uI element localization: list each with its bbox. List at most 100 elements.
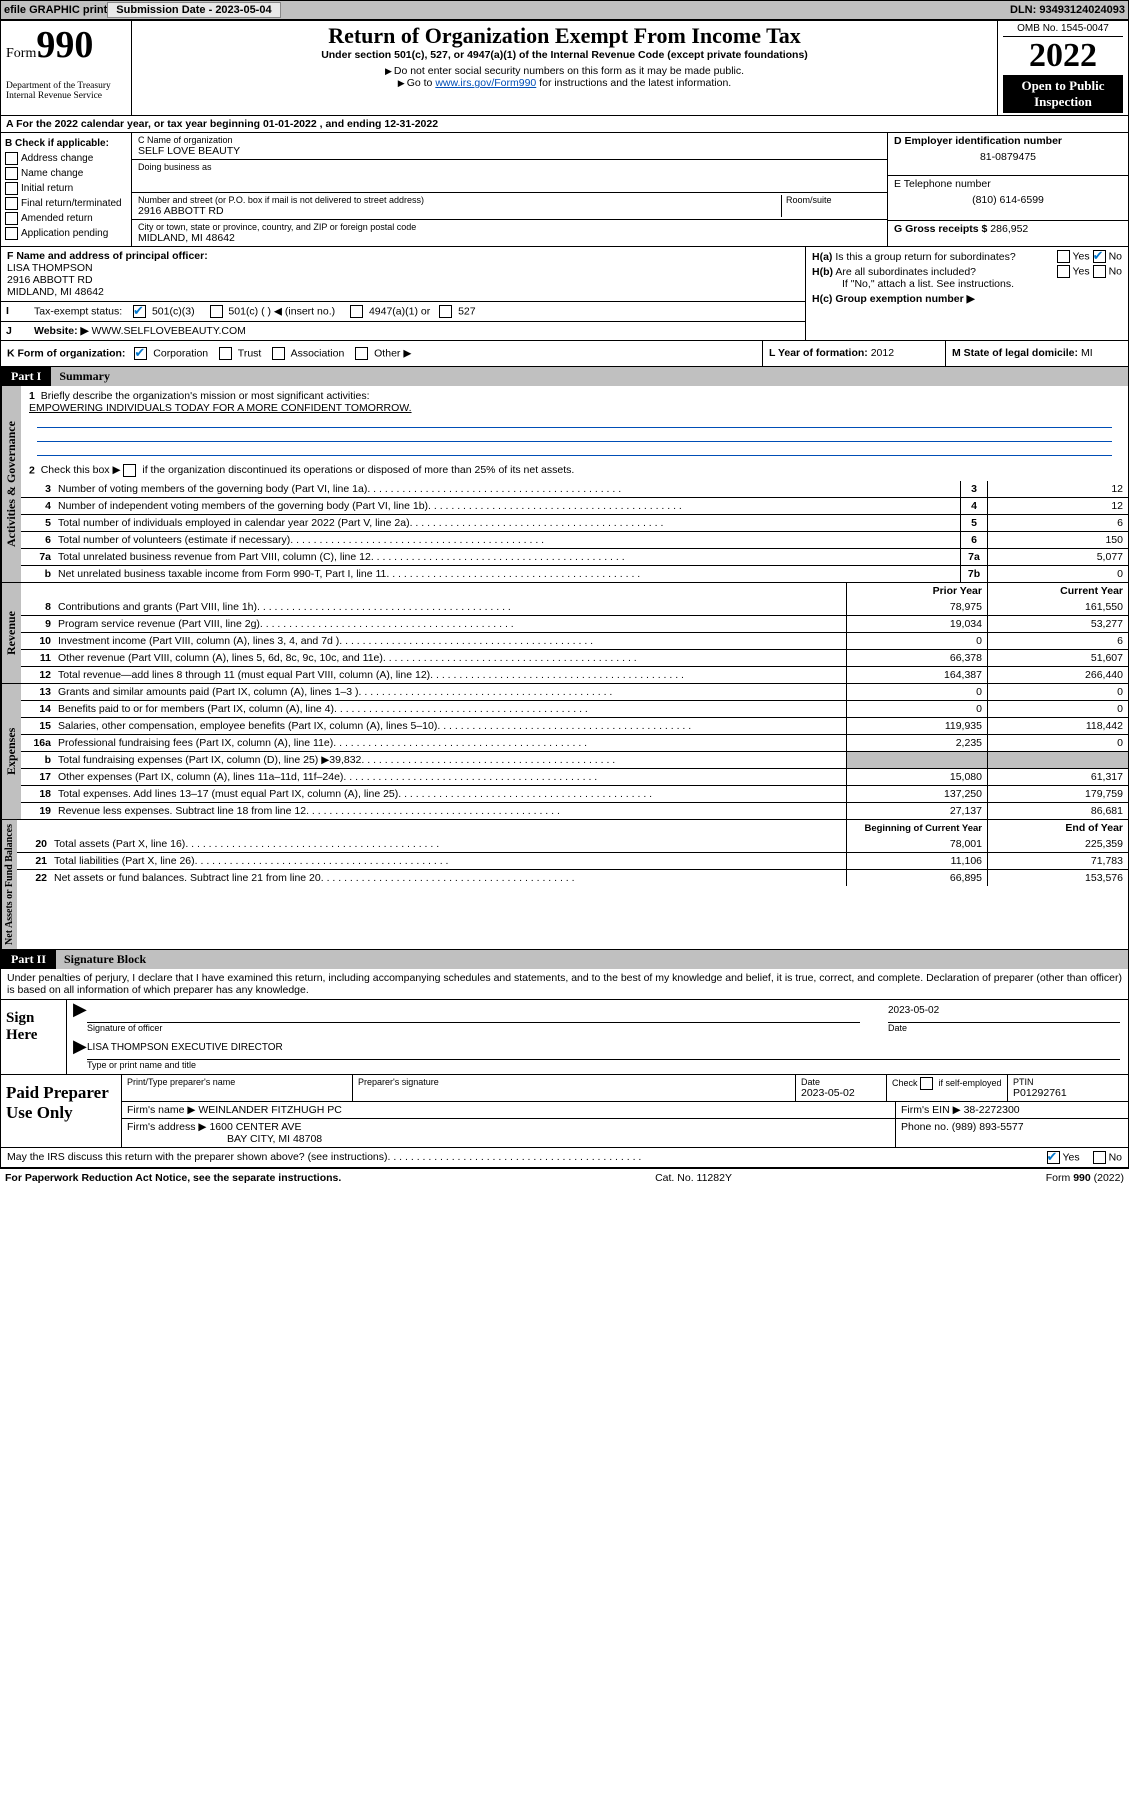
part1-header: Part I Summary xyxy=(1,367,1128,386)
trust-label: Trust xyxy=(238,347,262,359)
section-c: C Name of organization SELF LOVE BEAUTY … xyxy=(131,133,888,246)
corp-check[interactable] xyxy=(134,347,147,360)
l-value: 2012 xyxy=(871,347,894,359)
hb-yes-check[interactable] xyxy=(1057,265,1070,278)
namechange-label: Name change xyxy=(21,168,83,179)
efile-label: efile GRAPHIC print xyxy=(4,4,107,16)
table-row: 8Contributions and grants (Part VIII, li… xyxy=(21,599,1128,615)
col-begin: Beginning of Current Year xyxy=(846,820,987,836)
section-klm: K Form of organization: Corporation Trus… xyxy=(1,341,1128,367)
officer-typed-name: LISA THOMPSON EXECUTIVE DIRECTOR xyxy=(87,1042,283,1053)
selfemp-check[interactable] xyxy=(920,1077,933,1090)
tax-period: A For the 2022 calendar year, or tax yea… xyxy=(1,116,1128,133)
ha-yes-check[interactable] xyxy=(1057,250,1070,263)
discuss-row: May the IRS discuss this return with the… xyxy=(1,1148,1128,1168)
table-row: 10Investment income (Part VIII, column (… xyxy=(21,632,1128,649)
tab-governance: Activities & Governance xyxy=(1,386,21,582)
firm-ein-label: Firm's EIN ▶ xyxy=(901,1104,964,1116)
m-value: MI xyxy=(1081,347,1093,359)
phone-value: (810) 614-6599 xyxy=(894,190,1122,206)
submission-date-button[interactable]: Submission Date - 2023-05-04 xyxy=(107,2,280,18)
footer-mid: Cat. No. 11282Y xyxy=(341,1172,1045,1184)
table-row: 21Total liabilities (Part X, line 26)11,… xyxy=(17,852,1128,869)
sign-block: Sign Here ▶Signature of officer 2023-05-… xyxy=(1,1000,1128,1075)
table-row: 3Number of voting members of the governi… xyxy=(21,481,1128,497)
section-i: I Tax-exempt status: 501(c)(3) 501(c) ( … xyxy=(1,302,805,322)
table-row: 6Total number of volunteers (estimate if… xyxy=(21,531,1128,548)
table-row: 7aTotal unrelated business revenue from … xyxy=(21,548,1128,565)
table-row: 16aProfessional fundraising fees (Part I… xyxy=(21,734,1128,751)
namechange-check[interactable] xyxy=(5,167,18,180)
k-label: K Form of organization: xyxy=(7,347,125,359)
hb-no-check[interactable] xyxy=(1093,265,1106,278)
ptin-hdr: PTIN xyxy=(1013,1077,1123,1087)
final-label: Final return/terminated xyxy=(21,198,122,209)
section-b: B Check if applicable: Address change Na… xyxy=(1,133,131,246)
501c-check[interactable] xyxy=(210,305,223,318)
omb-number: OMB No. 1545-0047 xyxy=(1003,23,1123,37)
table-row: 18Total expenses. Add lines 13–17 (must … xyxy=(21,785,1128,802)
firm-name-label: Firm's name ▶ xyxy=(127,1104,195,1116)
section-j: J Website: ▶ WWW.SELFLOVEBEAUTY.COM xyxy=(1,322,805,340)
firm-addr2: BAY CITY, MI 48708 xyxy=(227,1133,322,1145)
527-label: 527 xyxy=(458,305,476,317)
hc-label: H(c) Group exemption number ▶ xyxy=(812,293,975,305)
org-name-label: C Name of organization xyxy=(138,135,881,145)
table-row: 13Grants and similar amounts paid (Part … xyxy=(21,684,1128,700)
prep-name-hdr: Print/Type preparer's name xyxy=(127,1077,347,1087)
form-word: Form xyxy=(6,46,36,61)
mission-text: EMPOWERING INDIVIDUALS TODAY FOR A MORE … xyxy=(29,402,412,414)
sig-date-cap: Date xyxy=(888,1023,1120,1033)
discontinued-check[interactable] xyxy=(123,464,136,477)
form990-link[interactable]: www.irs.gov/Form990 xyxy=(435,77,536,89)
discuss-no-check[interactable] xyxy=(1093,1151,1106,1164)
firm-ein: 38-2272300 xyxy=(964,1104,1020,1116)
officer-addr1: 2916 ABBOTT RD xyxy=(7,274,93,286)
form-header: Form990 Department of the Treasury Inter… xyxy=(1,21,1128,116)
preparer-block: Paid Preparer Use Only Print/Type prepar… xyxy=(1,1075,1128,1148)
public-inspection: Open to Public Inspection xyxy=(1003,75,1123,113)
discuss-yes-check[interactable] xyxy=(1047,1151,1060,1164)
assoc-label: Association xyxy=(291,347,345,359)
footer: For Paperwork Reduction Act Notice, see … xyxy=(0,1169,1129,1187)
section-fh: F Name and address of principal officer:… xyxy=(1,247,1128,341)
assoc-check[interactable] xyxy=(272,347,285,360)
addr-change-check[interactable] xyxy=(5,152,18,165)
other-check[interactable] xyxy=(355,347,368,360)
website-label: Website: ▶ xyxy=(34,325,89,337)
q2-label: Check this box ▶ if the organization dis… xyxy=(41,464,575,476)
initial-check[interactable] xyxy=(5,182,18,195)
net-section: Net Assets or Fund Balances Beginning of… xyxy=(1,820,1128,950)
part1-num: Part I xyxy=(1,367,51,386)
4947-check[interactable] xyxy=(350,305,363,318)
firm-name: WEINLANDER FITZHUGH PC xyxy=(198,1104,342,1116)
tab-net-assets: Net Assets or Fund Balances xyxy=(1,820,17,949)
prep-date-hdr: Date xyxy=(801,1077,881,1087)
prep-sig-hdr: Preparer's signature xyxy=(358,1077,790,1087)
501c3-label: 501(c)(3) xyxy=(152,305,195,317)
trust-check[interactable] xyxy=(219,347,232,360)
amended-check[interactable] xyxy=(5,212,18,225)
sign-here-label: Sign Here xyxy=(1,1000,66,1074)
part2-header: Part II Signature Block xyxy=(1,950,1128,969)
table-row: 12Total revenue—add lines 8 through 11 (… xyxy=(21,666,1128,683)
501c3-check[interactable] xyxy=(133,305,146,318)
officer-addr2: MIDLAND, MI 48642 xyxy=(7,286,104,298)
city-state-zip: MIDLAND, MI 48642 xyxy=(138,232,235,244)
527-check[interactable] xyxy=(439,305,452,318)
section-deg: D Employer identification number 81-0879… xyxy=(888,133,1128,246)
table-row: bNet unrelated business taxable income f… xyxy=(21,565,1128,582)
form-990-label: Form990 Department of the Treasury Inter… xyxy=(1,21,131,115)
firm-phone-label: Phone no. xyxy=(901,1121,952,1133)
final-check[interactable] xyxy=(5,197,18,210)
dln-label: DLN: 93493124024093 xyxy=(1010,4,1125,16)
ha-no-check[interactable] xyxy=(1093,250,1106,263)
pending-check[interactable] xyxy=(5,227,18,240)
part2-num: Part II xyxy=(1,950,56,969)
street-addr: 2916 ABBOTT RD xyxy=(138,205,224,217)
gross-value: 286,952 xyxy=(990,223,1028,235)
prep-selfemp: Check if self-employed xyxy=(887,1075,1008,1101)
table-row: 4Number of independent voting members of… xyxy=(21,497,1128,514)
prep-date-val: 2023-05-02 xyxy=(801,1087,855,1099)
ssn-warning: Do not enter social security numbers on … xyxy=(137,65,992,77)
